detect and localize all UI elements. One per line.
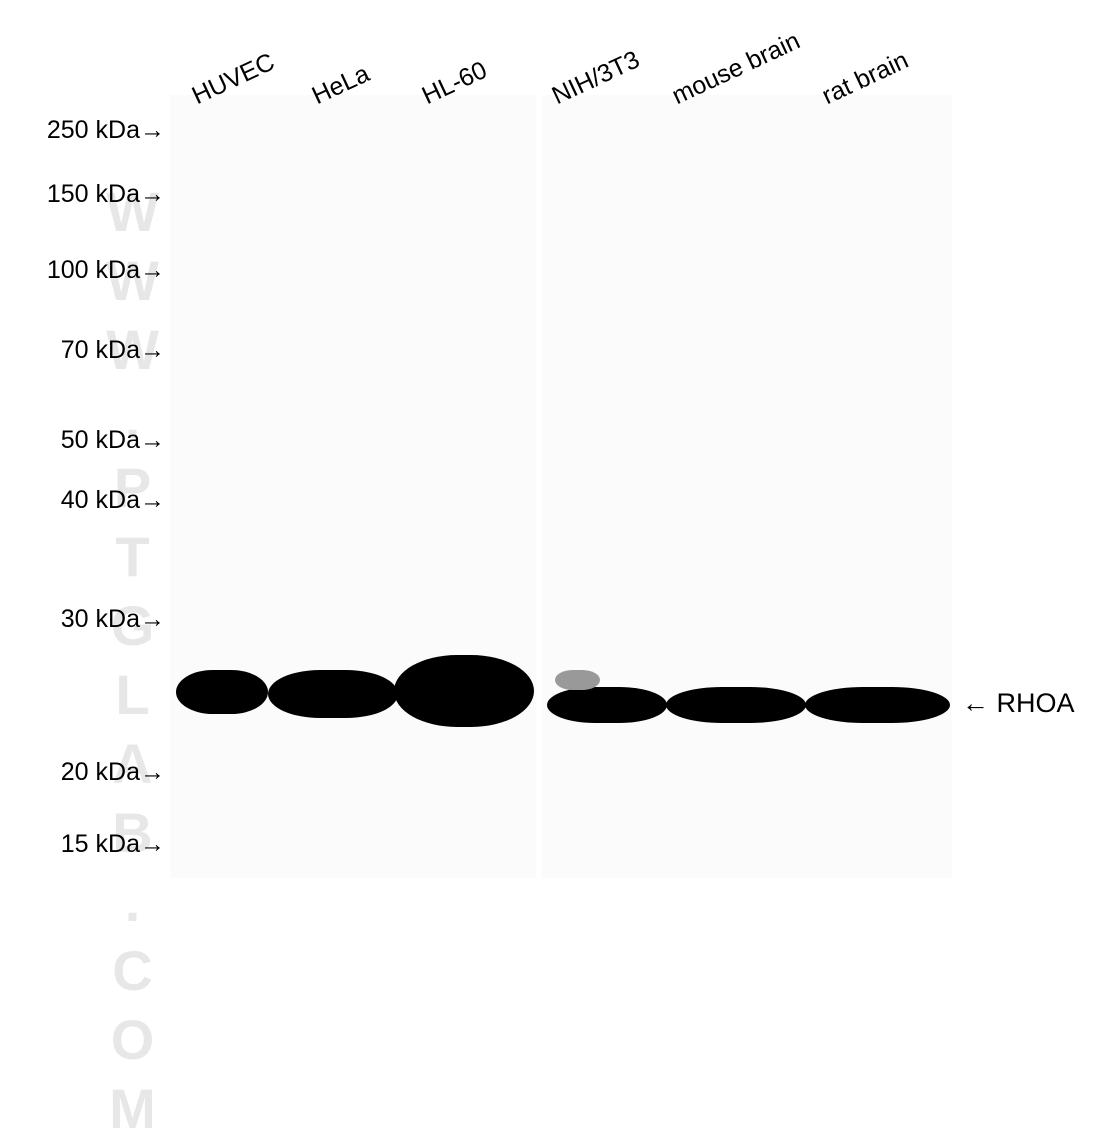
target-label: RHOA xyxy=(997,688,1075,718)
band xyxy=(268,670,398,718)
mw-marker: 15 kDa→ xyxy=(0,830,165,859)
band xyxy=(555,670,600,690)
mw-markers: 250 kDa→ 150 kDa→ 100 kDa→ 70 kDa→ 50 kDa→ 40… xyxy=(0,0,165,903)
blot-panel xyxy=(542,95,952,878)
blot-figure: WWW.PTGLAB.COM 250 kDa→150 kDa→100 kDa→7… xyxy=(0,0,1100,903)
mw-marker: 50 kDa→ xyxy=(0,426,165,455)
band xyxy=(394,655,534,727)
band xyxy=(176,670,268,714)
mw-marker: 70 kDa→ xyxy=(0,336,165,365)
mw-marker: 100 kDa→ xyxy=(0,256,165,285)
mw-marker: 20 kDa→ xyxy=(0,758,165,787)
mw-marker: 40 kDa→ xyxy=(0,486,165,515)
target-arrow: ← RHOA xyxy=(962,688,1075,719)
arrow-icon: ← xyxy=(962,688,989,718)
lane-label: mouse brain xyxy=(668,27,805,111)
lane-labels: HUVECHeLaHL-60NIH/3T3mouse brainrat brai… xyxy=(0,0,1100,100)
mw-marker: 150 kDa→ xyxy=(0,180,165,209)
mw-marker: 30 kDa→ xyxy=(0,605,165,634)
mw-marker: 250 kDa→ xyxy=(0,116,165,145)
blot-panel xyxy=(170,95,536,878)
band xyxy=(666,687,806,723)
band xyxy=(547,687,667,723)
band xyxy=(805,687,950,723)
